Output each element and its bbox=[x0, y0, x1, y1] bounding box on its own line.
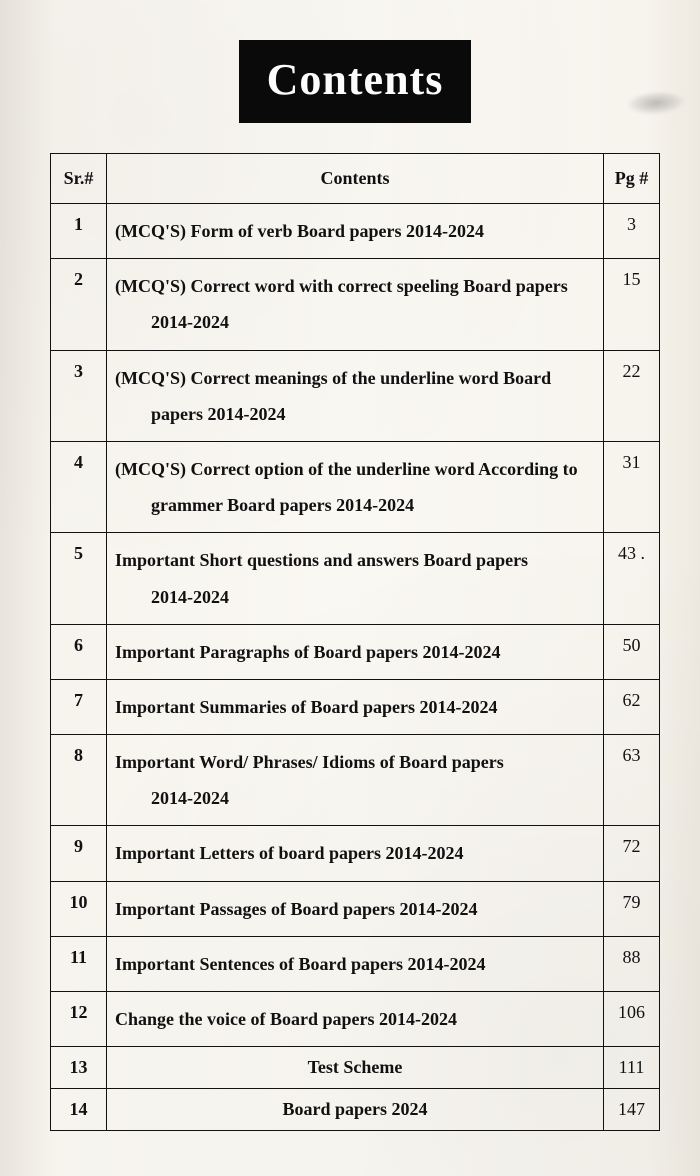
cell-pg: 63 bbox=[604, 735, 660, 826]
cell-content-line2: 2014-2024 bbox=[115, 580, 595, 614]
cell-content: Test Scheme bbox=[107, 1047, 604, 1089]
col-header-content: Contents bbox=[107, 154, 604, 204]
page-title: Contents bbox=[239, 40, 472, 123]
cell-content: (MCQ'S) Correct meanings of the underlin… bbox=[107, 350, 604, 441]
table-header-row: Sr.# Contents Pg # bbox=[51, 154, 660, 204]
table-row: 5Important Short questions and answers B… bbox=[51, 533, 660, 624]
cell-pg: 72 bbox=[604, 826, 660, 881]
cell-pg: 50 bbox=[604, 624, 660, 679]
table-row: 4(MCQ'S) Correct option of the underline… bbox=[51, 441, 660, 532]
cell-sr: 3 bbox=[51, 350, 107, 441]
cell-sr: 2 bbox=[51, 259, 107, 350]
table-row: 10Important Passages of Board papers 201… bbox=[51, 881, 660, 936]
cell-content: Board papers 2024 bbox=[107, 1089, 604, 1131]
table-row: 8Important Word/ Phrases/ Idioms of Boar… bbox=[51, 735, 660, 826]
cell-content: Important Passages of Board papers 2014-… bbox=[107, 881, 604, 936]
table-row: 14Board papers 2024147 bbox=[51, 1089, 660, 1131]
table-row: 12Change the voice of Board papers 2014-… bbox=[51, 992, 660, 1047]
cell-pg: 3 bbox=[604, 204, 660, 259]
cell-sr: 13 bbox=[51, 1047, 107, 1089]
cell-content: Change the voice of Board papers 2014-20… bbox=[107, 992, 604, 1047]
cell-pg: 62 bbox=[604, 679, 660, 734]
cell-content: Important Short questions and answers Bo… bbox=[107, 533, 604, 624]
cell-sr: 10 bbox=[51, 881, 107, 936]
cell-pg: 43 . bbox=[604, 533, 660, 624]
col-header-sr: Sr.# bbox=[51, 154, 107, 204]
cell-content: Important Letters of board papers 2014-2… bbox=[107, 826, 604, 881]
cell-sr: 11 bbox=[51, 936, 107, 991]
table-row: 13Test Scheme111 bbox=[51, 1047, 660, 1089]
cell-pg: 111 bbox=[604, 1047, 660, 1089]
cell-content: (MCQ'S) Correct word with correct speeli… bbox=[107, 259, 604, 350]
cell-pg: 106 bbox=[604, 992, 660, 1047]
cell-pg: 147 bbox=[604, 1089, 660, 1131]
cell-content-line2: grammer Board papers 2014-2024 bbox=[115, 488, 595, 522]
cell-sr: 9 bbox=[51, 826, 107, 881]
table-row: 1(MCQ'S) Form of verb Board papers 2014-… bbox=[51, 204, 660, 259]
table-row: 9Important Letters of board papers 2014-… bbox=[51, 826, 660, 881]
cell-sr: 1 bbox=[51, 204, 107, 259]
contents-table: Sr.# Contents Pg # 1(MCQ'S) Form of verb… bbox=[50, 153, 660, 1131]
cell-content-line2: 2014-2024 bbox=[115, 781, 595, 815]
col-header-pg: Pg # bbox=[604, 154, 660, 204]
cell-content: (MCQ'S) Form of verb Board papers 2014-2… bbox=[107, 204, 604, 259]
table-row: 6Important Paragraphs of Board papers 20… bbox=[51, 624, 660, 679]
cell-sr: 6 bbox=[51, 624, 107, 679]
cell-sr: 4 bbox=[51, 441, 107, 532]
table-row: 7Important Summaries of Board papers 201… bbox=[51, 679, 660, 734]
cell-pg: 88 bbox=[604, 936, 660, 991]
cell-pg: 31 bbox=[604, 441, 660, 532]
cell-content: Important Paragraphs of Board papers 201… bbox=[107, 624, 604, 679]
page: Contents Sr.# Contents Pg # 1(MCQ'S) For… bbox=[0, 0, 700, 1176]
cell-sr: 14 bbox=[51, 1089, 107, 1131]
cell-content: Important Sentences of Board papers 2014… bbox=[107, 936, 604, 991]
cell-content: Important Word/ Phrases/ Idioms of Board… bbox=[107, 735, 604, 826]
cell-content: Important Summaries of Board papers 2014… bbox=[107, 679, 604, 734]
cell-content-line2: papers 2014-2024 bbox=[115, 397, 595, 431]
cell-pg: 22 bbox=[604, 350, 660, 441]
table-row: 3(MCQ'S) Correct meanings of the underli… bbox=[51, 350, 660, 441]
cell-content: (MCQ'S) Correct option of the underline … bbox=[107, 441, 604, 532]
table-row: 11Important Sentences of Board papers 20… bbox=[51, 936, 660, 991]
cell-sr: 8 bbox=[51, 735, 107, 826]
cell-pg: 79 bbox=[604, 881, 660, 936]
print-smudge bbox=[627, 90, 684, 116]
cell-pg: 15 bbox=[604, 259, 660, 350]
table-row: 2(MCQ'S) Correct word with correct speel… bbox=[51, 259, 660, 350]
title-wrap: Contents bbox=[50, 40, 660, 153]
cell-sr: 12 bbox=[51, 992, 107, 1047]
cell-sr: 7 bbox=[51, 679, 107, 734]
cell-content-line2: 2014-2024 bbox=[115, 305, 595, 339]
cell-sr: 5 bbox=[51, 533, 107, 624]
